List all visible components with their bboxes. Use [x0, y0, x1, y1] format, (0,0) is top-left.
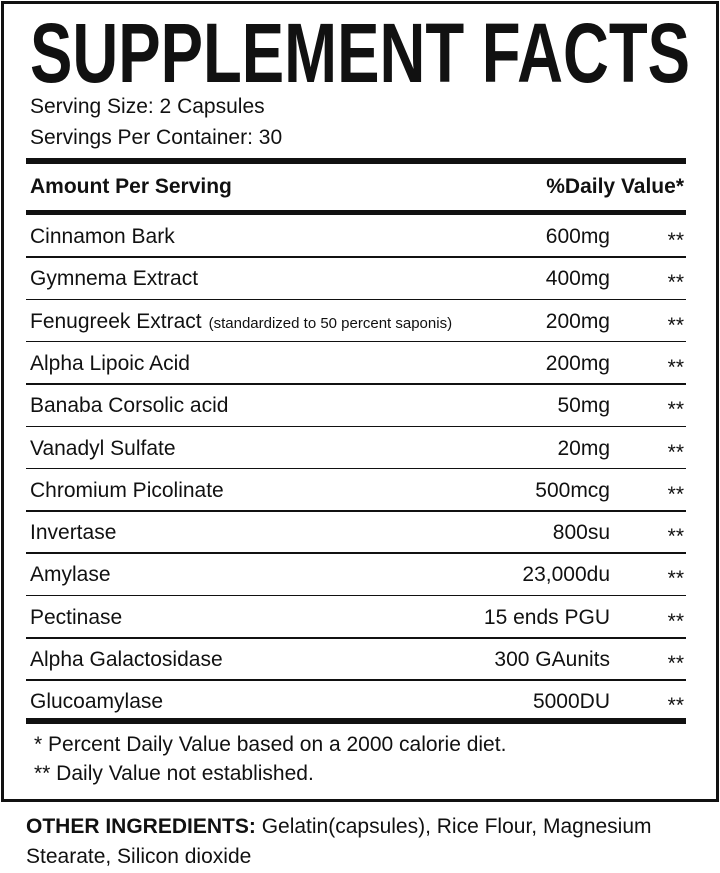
- daily-value: **: [667, 567, 684, 591]
- footnote: * Percent Daily Value based on a 2000 ca…: [34, 733, 507, 756]
- amount: 400mg: [545, 267, 610, 291]
- ingredient-name: Glucoamylase: [30, 690, 164, 714]
- other-label: OTHER INGREDIENTS:: [26, 815, 256, 838]
- row-divider: [26, 425, 686, 427]
- amount: 23,000du: [522, 563, 610, 587]
- amount: 600mg: [545, 225, 610, 248]
- amount: 200mg: [545, 309, 610, 333]
- row-divider: [26, 552, 686, 554]
- row-divider: [26, 256, 686, 258]
- label-border: [1, 1, 719, 802]
- header-dv: %Daily Value*: [546, 175, 684, 198]
- ingredient-name: Cinnamon Bark: [30, 225, 175, 248]
- amount: 15 ends PGU: [483, 605, 610, 629]
- daily-value: **: [667, 609, 684, 633]
- daily-value: **: [667, 652, 684, 675]
- row-divider: [26, 340, 686, 343]
- amount: 500mcg: [535, 478, 610, 502]
- amount: 300 GAunits: [494, 648, 610, 671]
- daily-value: **: [667, 355, 684, 379]
- daily-value: **: [667, 271, 684, 295]
- ingredient-note: (standardized to 50 percent saponis): [208, 314, 453, 332]
- row-divider: [26, 510, 686, 512]
- amount: 50mg: [557, 394, 610, 418]
- row-divider: [26, 383, 686, 385]
- thick-rule: [26, 718, 686, 724]
- row-divider: [26, 594, 686, 597]
- servings-per-container: Servings Per Container: 30: [30, 126, 283, 149]
- daily-value: **: [667, 398, 684, 422]
- row-divider: [26, 637, 686, 639]
- ingredient-name: Fenugreek Extract (standardized to 50 per…: [30, 309, 453, 333]
- footnote: ** Daily Value not established.: [34, 762, 314, 785]
- ingredient-name: Banaba Corsolic acid: [30, 394, 229, 418]
- thick-rule: [26, 158, 686, 164]
- daily-value: **: [667, 482, 684, 506]
- row-divider: [26, 298, 686, 301]
- ingredient-name: Gymnema Extract: [30, 267, 199, 291]
- other-text: Gelatin(capsules), Rice Flour, Magnesium…: [26, 815, 652, 868]
- ingredient-name: Chromium Picolinate: [30, 478, 224, 502]
- header-amount: Amount Per Serving: [30, 175, 232, 198]
- other-ingredients: OTHER INGREDIENTS: Gelatin(capsules), Ri…: [26, 812, 716, 872]
- daily-value: **: [667, 525, 684, 549]
- amount: 20mg: [557, 436, 610, 460]
- row-divider: [26, 679, 686, 681]
- row-divider: [26, 467, 686, 470]
- ingredient-name: Invertase: [30, 521, 117, 545]
- ingredient-name: Alpha Lipoic Acid: [30, 351, 190, 375]
- title-svg: SUPPLEMENT FACTS: [30, 6, 690, 100]
- ingredient-name: Alpha Galactosidase: [30, 648, 223, 671]
- ingredient-name: Pectinase: [30, 605, 123, 629]
- amount: 5000DU: [532, 690, 610, 714]
- daily-value: **: [667, 440, 684, 464]
- header-rule: [26, 210, 686, 215]
- serving-size: Serving Size: 2 Capsules: [30, 95, 265, 118]
- amount: 800su: [552, 521, 610, 545]
- ingredient-name: Amylase: [30, 563, 111, 587]
- title: SUPPLEMENT FACTS: [30, 6, 690, 100]
- amount: 200mg: [545, 351, 610, 375]
- daily-value: **: [667, 313, 684, 337]
- daily-value: **: [667, 694, 684, 718]
- daily-value: **: [667, 229, 684, 252]
- ingredient-name: Vanadyl Sulfate: [30, 436, 176, 460]
